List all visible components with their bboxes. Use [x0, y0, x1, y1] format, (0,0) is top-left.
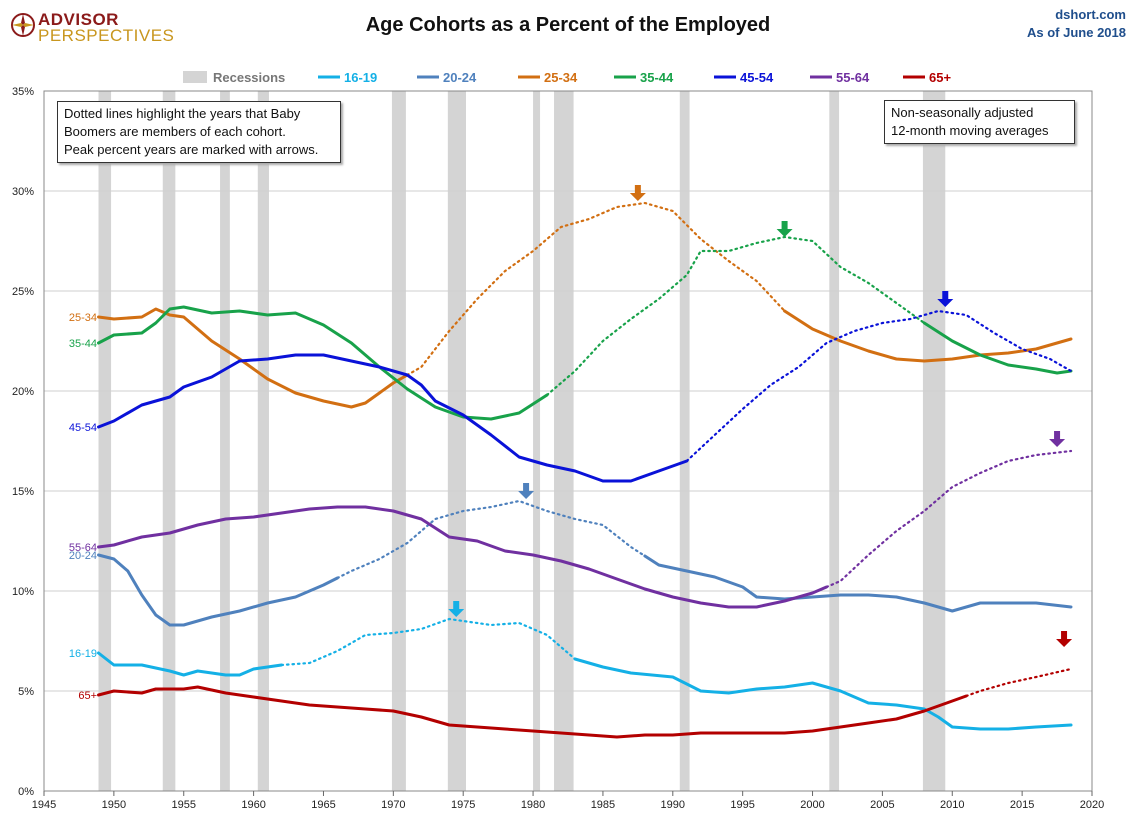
- boomer-note-box: Dotted lines highlight the years that Ba…: [57, 101, 341, 163]
- x-tick-label: 1955: [171, 799, 195, 811]
- series-line-boomer-dotted: [685, 309, 1073, 463]
- legend-label-recessions: Recessions: [213, 70, 285, 85]
- x-tick-label: 1985: [591, 799, 615, 811]
- recession-band: [554, 91, 574, 791]
- y-tick-label: 0%: [18, 786, 34, 798]
- recession-band: [391, 91, 406, 791]
- plot-area: 0% 5% 10% 15% 20% 25% 30% 35% 1945 1950 1955 1960 19…: [12, 70, 1104, 811]
- x-tick-label: 1975: [451, 799, 475, 811]
- series-line-boomer-dotted: [545, 235, 926, 397]
- peak-arrow-icon: [937, 291, 954, 307]
- x-tick-label: 1970: [381, 799, 405, 811]
- x-tick-label: 1990: [661, 799, 685, 811]
- note-line: Boomers are members of each cohort.: [64, 124, 286, 139]
- series-start-label: 20-24: [69, 550, 97, 562]
- y-tick-label: 5%: [18, 686, 34, 698]
- legend-label: 55-64: [836, 70, 870, 85]
- x-tick-label: 1950: [102, 799, 126, 811]
- recession-band: [829, 91, 840, 791]
- y-tick-label: 15%: [12, 486, 34, 498]
- peak-arrow-icon: [629, 185, 646, 201]
- recession-band: [447, 91, 466, 791]
- x-tick-label: 2015: [1010, 799, 1034, 811]
- note-line: Dotted lines highlight the years that Ba…: [64, 106, 301, 121]
- x-tick-label: 1945: [32, 799, 56, 811]
- y-tick-label: 20%: [12, 386, 34, 398]
- recession-band: [533, 91, 541, 791]
- x-tick-label: 2005: [870, 799, 894, 811]
- peak-arrow-icon: [776, 221, 793, 237]
- series-line-solid: [97, 651, 283, 677]
- legend-label: 35-44: [640, 70, 674, 85]
- advisor-perspectives-logo: ADVISOR PERSPECTIVES: [8, 8, 178, 45]
- recession-band: [922, 91, 946, 791]
- series-line-solid: [97, 353, 689, 483]
- x-tick-label: 1980: [521, 799, 545, 811]
- adjustment-note-box: Non-seasonally adjusted 12-month moving …: [884, 100, 1075, 144]
- recession-band: [162, 91, 176, 791]
- logo-text-perspectives: PERSPECTIVES: [38, 26, 175, 45]
- x-tick-label: 2010: [940, 799, 964, 811]
- series-line-boomer-dotted: [336, 499, 646, 580]
- recession-band: [257, 91, 269, 791]
- recession-band: [98, 91, 112, 791]
- series-line-solid: [97, 505, 828, 609]
- series-line-solid: [97, 685, 968, 739]
- note-line: Peak percent years are marked with arrow…: [64, 142, 319, 157]
- y-tick-label: 35%: [12, 86, 34, 98]
- recession-band: [220, 91, 230, 791]
- legend-label: 20-24: [443, 70, 477, 85]
- series-start-label: 35-44: [69, 338, 97, 350]
- series-start-label: 25-34: [69, 312, 97, 324]
- x-tick-label: 2020: [1080, 799, 1104, 811]
- as-of-date: As of June 2018: [1027, 25, 1126, 40]
- series-start-label: 65+: [78, 690, 97, 702]
- legend-label: 25-34: [544, 70, 578, 85]
- series-line-solid: [97, 307, 409, 409]
- peak-arrow-icon: [448, 601, 465, 617]
- series-line-boomer-dotted: [965, 667, 1073, 698]
- series-line-boomer-dotted: [406, 201, 786, 377]
- series-line-solid: [922, 321, 1073, 375]
- legend-label: 65+: [929, 70, 951, 85]
- compass-logo-icon: [11, 13, 35, 37]
- y-tick-label: 30%: [12, 186, 34, 198]
- logo-text-advisor: ADVISOR: [38, 10, 119, 29]
- series-start-label: 55-64: [69, 542, 97, 554]
- y-tick-label: 10%: [12, 586, 34, 598]
- series-line-solid: [573, 657, 1073, 731]
- note-line: 12-month moving averages: [891, 123, 1049, 138]
- source-text: dshort.com: [1055, 7, 1126, 22]
- series-line-boomer-dotted: [825, 449, 1073, 589]
- series-line-solid: [97, 305, 549, 421]
- recession-band: [679, 91, 690, 791]
- peak-arrow-icon: [1056, 631, 1073, 647]
- note-line: Non-seasonally adjusted: [891, 105, 1034, 120]
- legend-swatch-recessions: [183, 71, 207, 83]
- source-block: dshort.com As of June 2018: [1027, 6, 1126, 42]
- x-tick-label: 2000: [800, 799, 824, 811]
- x-tick-label: 1995: [730, 799, 754, 811]
- series-start-label: 45-54: [69, 422, 97, 434]
- x-tick-label: 1960: [241, 799, 265, 811]
- series-start-label: 16-19: [69, 648, 97, 660]
- legend-label: 16-19: [344, 70, 377, 85]
- series-line-solid: [643, 554, 1073, 613]
- y-tick-label: 25%: [12, 286, 34, 298]
- series-line-solid: [783, 309, 1073, 363]
- peak-arrow-icon: [1049, 431, 1066, 447]
- legend-label: 45-54: [740, 70, 774, 85]
- plot-border: [43, 90, 1093, 792]
- chart-title: Age Cohorts as a Percent of the Employed: [365, 14, 771, 36]
- series-line-boomer-dotted: [280, 617, 577, 667]
- series-line-solid: [97, 553, 339, 627]
- peak-arrow-icon: [518, 483, 535, 499]
- x-tick-label: 1965: [311, 799, 335, 811]
